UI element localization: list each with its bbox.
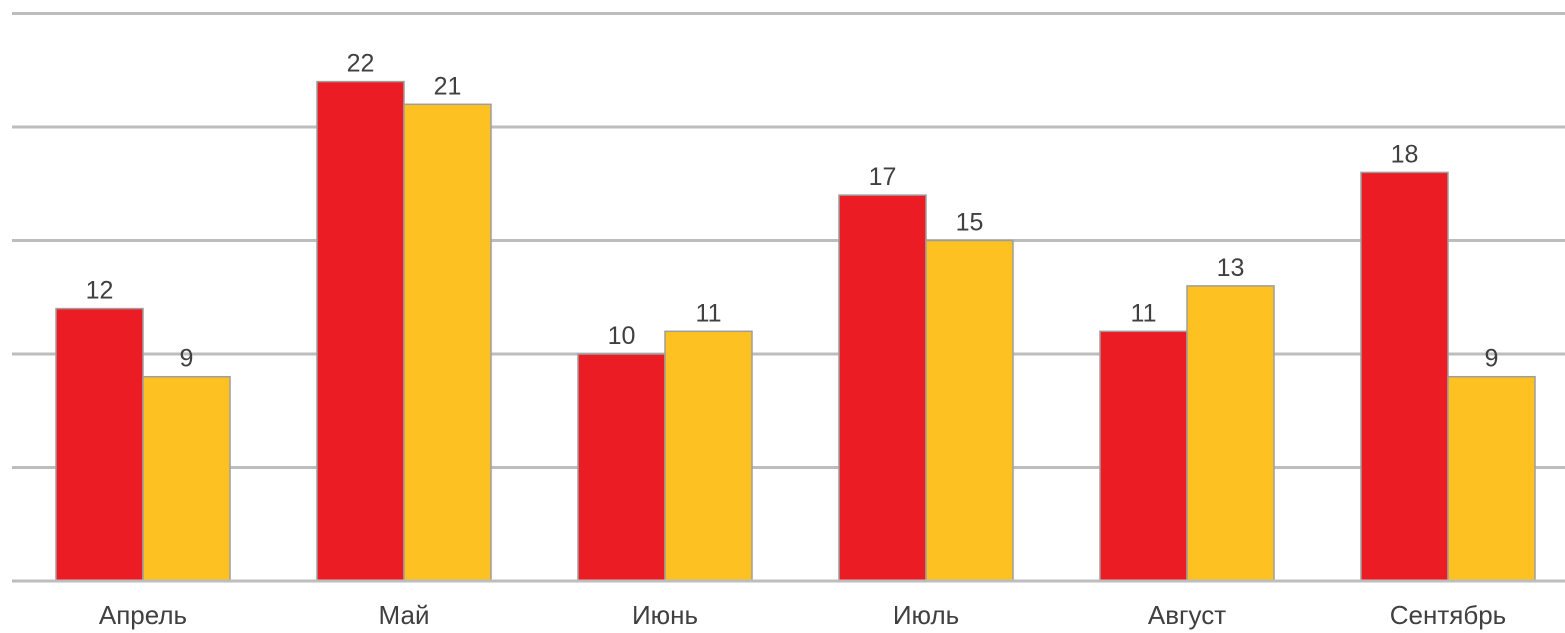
data-label-series2-3: 11 [696,299,722,327]
bar-series2-2 [403,103,492,582]
data-label-series1-3: 10 [608,322,636,350]
bar-series1-1 [55,307,144,582]
bar-series1-3 [577,353,666,582]
bars [55,80,1536,582]
data-labels: 12 9 22 21 10 11 17 15 11 13 18 9 [86,50,1499,373]
bar-series2-4 [925,239,1014,582]
data-label-series1-4: 17 [869,163,897,191]
x-tick-label-2: Май [379,600,430,630]
bar-series2-5 [1186,285,1275,582]
bar-series1-2 [316,80,405,582]
x-tick-label-3: Июнь [632,600,698,630]
bar-series1-6 [1360,171,1449,582]
bar-series1-5 [1099,330,1188,582]
bar-series2-6 [1447,375,1536,582]
gridlines [12,12,1565,469]
bar-series2-3 [664,330,753,582]
bar-series1-4 [838,194,927,582]
x-tick-label-5: Август [1148,600,1226,630]
data-label-series2-6: 9 [1485,345,1499,373]
x-tick-labels: Апрель Май Июнь Июль Август Сентябрь [99,600,1506,630]
x-tick-label-4: Июль [893,600,959,630]
data-label-series1-2: 22 [347,50,375,78]
data-label-series1-5: 11 [1131,299,1157,327]
bar-series2-1 [142,375,231,582]
data-label-series1-1: 12 [86,277,114,305]
data-label-series1-6: 18 [1391,140,1419,168]
data-label-series2-5: 13 [1217,254,1245,282]
data-label-series2-1: 9 [180,345,194,373]
x-tick-label-1: Апрель [99,600,187,630]
x-tick-label-6: Сентябрь [1390,600,1506,630]
data-label-series2-2: 21 [434,72,462,100]
data-label-series2-4: 15 [956,209,984,237]
